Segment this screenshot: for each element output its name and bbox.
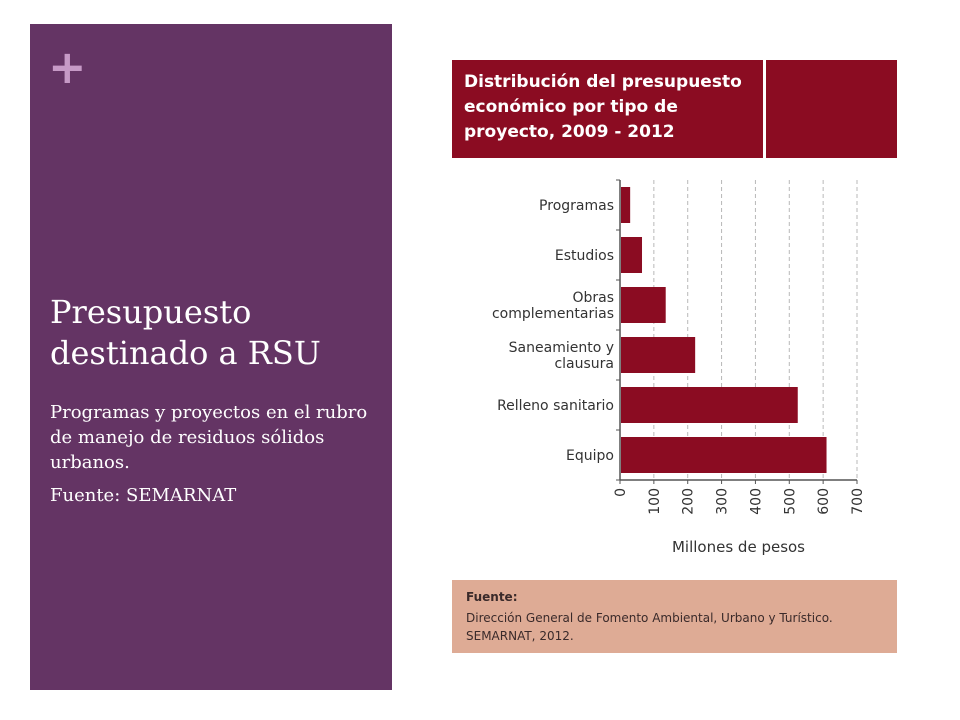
slide-source: Fuente: SEMARNAT <box>50 485 237 506</box>
category-label-1: Estudios <box>555 248 614 264</box>
source-text: Dirección General de Fomento Ambiental, … <box>466 611 833 643</box>
bar-3 <box>621 337 696 373</box>
category-label-3-line-0: Saneamiento y <box>509 340 614 356</box>
x-tick-label-600: 600 <box>816 488 832 515</box>
category-label-2-line-0: Obras <box>572 290 614 306</box>
x-tick-label-500: 500 <box>782 488 798 515</box>
slide-title: Presupuesto destinado a RSU <box>50 293 321 372</box>
source-box: Fuente: Dirección General de Fomento Amb… <box>452 580 897 653</box>
bar-0 <box>621 187 631 223</box>
category-label-3-line-1: clausura <box>554 356 614 372</box>
figure-title: Distribución del presupuesto económico p… <box>464 72 742 142</box>
slide-description: Programas y proyectos en el rubro de man… <box>50 402 368 473</box>
slide-body: Programas y proyectos en el rubro de man… <box>50 400 380 516</box>
source-label: Fuente: <box>466 590 518 604</box>
x-tick-label-200: 200 <box>681 488 697 515</box>
figure-title-box: Distribución del presupuesto económico p… <box>452 60 897 158</box>
category-label-5: Equipo <box>566 448 614 464</box>
left-panel: + Presupuesto destinado a RSU Programas … <box>30 24 392 690</box>
x-tick-label-100: 100 <box>647 488 663 515</box>
plus-icon: + <box>48 40 87 94</box>
x-tick-label-0: 0 <box>613 488 629 497</box>
bar-5 <box>621 437 827 473</box>
category-label-0: Programas <box>539 198 614 214</box>
title-divider <box>763 60 766 158</box>
category-label-4: Relleno sanitario <box>497 398 614 414</box>
x-tick-label-300: 300 <box>715 488 731 515</box>
category-label-2-line-1: complementarias <box>492 306 614 322</box>
x-tick-label-700: 700 <box>850 488 866 515</box>
x-axis-title: Millones de pesos <box>672 538 805 556</box>
bar-1 <box>621 237 643 273</box>
bar-2 <box>621 287 666 323</box>
bar-4 <box>621 387 798 423</box>
x-tick-label-400: 400 <box>748 488 764 515</box>
